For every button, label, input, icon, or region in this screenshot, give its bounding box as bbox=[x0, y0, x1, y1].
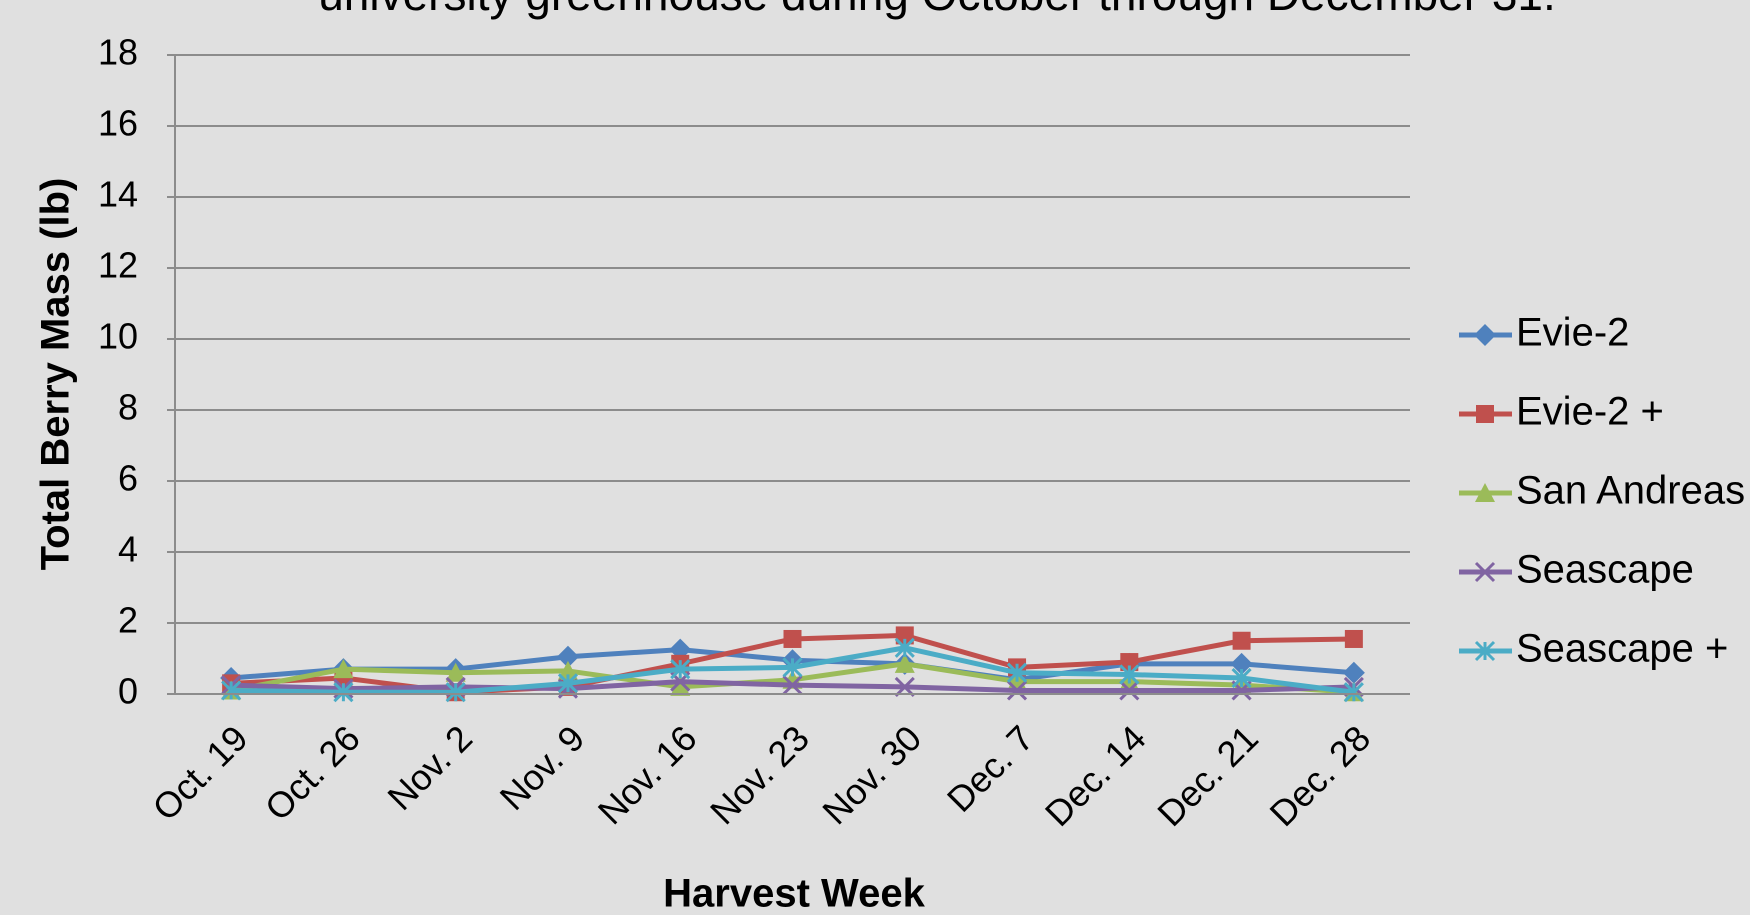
data-point bbox=[557, 660, 578, 680]
data-point bbox=[894, 653, 915, 673]
data-point bbox=[895, 626, 914, 645]
legend-marker bbox=[1476, 405, 1494, 423]
data-point bbox=[894, 676, 915, 697]
y-tick-label: 0 bbox=[118, 671, 138, 712]
legend-label: Seascape + bbox=[1516, 627, 1728, 671]
data-point bbox=[1006, 662, 1028, 683]
data-point bbox=[333, 682, 354, 703]
y-tick-label: 2 bbox=[118, 600, 138, 641]
y-axis-title: Total Berry Mass (lb) bbox=[34, 178, 78, 571]
data-point bbox=[1230, 652, 1253, 675]
legend-symbol bbox=[1474, 640, 1496, 662]
legend-symbol bbox=[1476, 405, 1494, 423]
data-point bbox=[670, 676, 691, 696]
data-point bbox=[1343, 682, 1364, 703]
y-tick-label: 10 bbox=[98, 316, 138, 357]
y-tick-label: 12 bbox=[98, 245, 138, 286]
y-tick-label: 14 bbox=[98, 174, 138, 215]
data-point bbox=[894, 637, 915, 658]
legend-marker bbox=[1475, 483, 1495, 502]
data-point bbox=[782, 675, 803, 696]
legend-marker bbox=[1474, 561, 1496, 583]
data-point bbox=[1006, 680, 1028, 701]
data-point bbox=[1120, 653, 1139, 672]
legend-label: Evie-2 + bbox=[1516, 390, 1664, 434]
legend-symbol bbox=[1474, 324, 1496, 346]
y-tick-label: 8 bbox=[118, 387, 138, 428]
x-axis-title: Harvest Week bbox=[663, 872, 925, 915]
legend-symbol bbox=[1475, 483, 1495, 502]
chart-title: university greenhouse during October thr… bbox=[318, 0, 1556, 20]
legend-label: Evie-2 bbox=[1516, 311, 1629, 355]
data-point bbox=[557, 673, 579, 694]
legend-marker bbox=[1474, 324, 1496, 346]
data-point bbox=[333, 659, 354, 679]
data-point bbox=[670, 659, 691, 680]
data-point bbox=[1344, 629, 1363, 648]
data-point bbox=[221, 680, 242, 701]
legend-symbol bbox=[1474, 561, 1496, 583]
data-point bbox=[1232, 631, 1251, 650]
data-point bbox=[445, 682, 466, 703]
legend-marker bbox=[1474, 640, 1496, 662]
data-point bbox=[556, 645, 579, 668]
y-tick-label: 6 bbox=[118, 458, 138, 499]
data-point bbox=[1119, 680, 1140, 701]
legend-label: Seascape bbox=[1516, 548, 1694, 592]
data-point bbox=[1231, 667, 1252, 689]
data-point bbox=[1119, 664, 1140, 685]
data-point bbox=[782, 657, 803, 678]
data-point bbox=[783, 629, 802, 648]
y-tick-label: 18 bbox=[98, 32, 138, 73]
legend-label: San Andreas bbox=[1516, 469, 1745, 513]
data-point bbox=[445, 662, 466, 682]
data-point bbox=[1342, 661, 1365, 684]
y-tick-label: 4 bbox=[118, 529, 138, 570]
y-tick-label: 16 bbox=[98, 103, 138, 144]
